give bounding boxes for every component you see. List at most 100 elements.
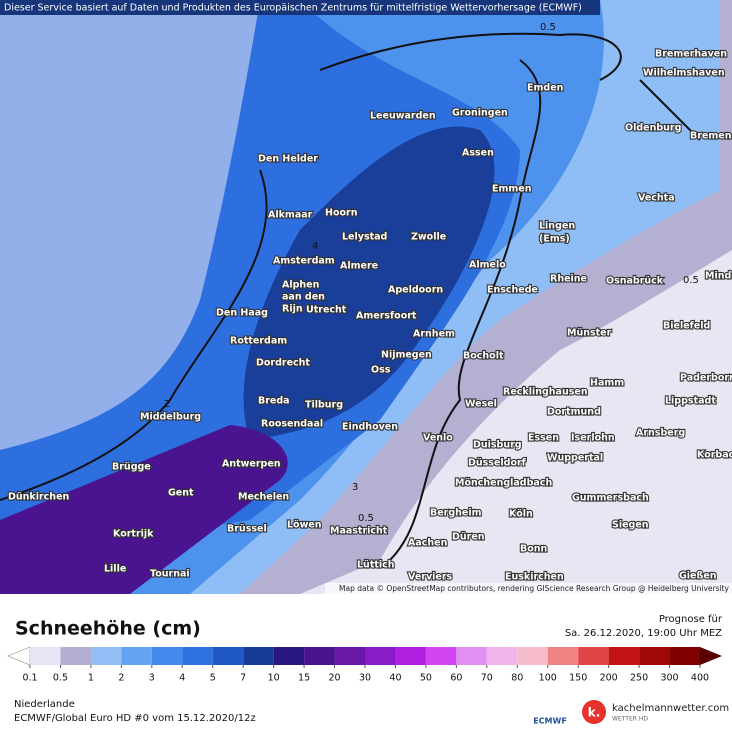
city-label: Middelburg bbox=[140, 412, 201, 423]
notice: Dieser Service basiert auf Daten und Pro… bbox=[4, 3, 582, 14]
city-label: Löwen bbox=[287, 520, 322, 531]
city-label: aan den bbox=[282, 292, 325, 303]
city-label: Almere bbox=[340, 261, 378, 272]
color-bar-label: 4 bbox=[179, 673, 185, 684]
color-bar-label: 200 bbox=[600, 673, 618, 684]
color-bar-box bbox=[243, 647, 274, 665]
city-label: Assen bbox=[462, 148, 494, 159]
color-bar-box bbox=[517, 647, 548, 665]
city-label: Oldenburg bbox=[625, 123, 681, 134]
city-label: Lille bbox=[104, 564, 126, 575]
city-label: Emden bbox=[527, 83, 564, 94]
contour-label: 0.5 bbox=[683, 275, 699, 286]
city-label: Utrecht bbox=[306, 305, 347, 316]
model-run: ECMWF/Global Euro HD #0 vom 15.12.2020/1… bbox=[14, 713, 256, 724]
color-bar-box bbox=[669, 647, 700, 665]
city-label: Alkmaar bbox=[268, 210, 313, 221]
color-bar-label: 1 bbox=[88, 673, 94, 684]
city-label: Maastricht bbox=[330, 526, 388, 537]
city-label: Euskirchen bbox=[505, 572, 564, 583]
city-label: Tilburg bbox=[305, 400, 343, 411]
ecmwf-icon bbox=[540, 690, 560, 700]
color-bar-box bbox=[273, 647, 305, 665]
brand-icon bbox=[582, 700, 606, 724]
color-bar-below bbox=[7, 646, 31, 666]
color-bar-label: 300 bbox=[660, 673, 678, 684]
color-bar-box bbox=[365, 647, 396, 665]
color-bar-box bbox=[90, 647, 122, 665]
city-label: Eindhoven bbox=[342, 422, 398, 433]
city-label: Bocholt bbox=[463, 351, 504, 362]
border bbox=[0, 32, 701, 561]
city-label: Rotterdam bbox=[230, 336, 287, 347]
color-bar-label: 50 bbox=[420, 673, 432, 684]
ecmwf-logo: ECMWF bbox=[533, 717, 567, 726]
color-bar-label: 0.1 bbox=[22, 673, 37, 684]
color-bar-label: 20 bbox=[328, 673, 340, 684]
city-label: Oss bbox=[371, 365, 391, 376]
map: Dieser Service basiert auf Daten und Pro… bbox=[0, 0, 732, 594]
city-label: Emmen bbox=[492, 184, 532, 195]
city-label: Alphen bbox=[282, 280, 320, 291]
city-label: Arnsberg bbox=[636, 428, 685, 439]
city-label: Roosendaal bbox=[261, 419, 323, 430]
color-bar-box bbox=[334, 647, 365, 665]
brand-sub: WETTER HD bbox=[612, 716, 648, 723]
city-label: Düren bbox=[452, 532, 485, 543]
color-bar-label: 2 bbox=[118, 673, 124, 684]
city-label: Breda bbox=[258, 396, 290, 407]
city-label: Dortmund bbox=[547, 407, 601, 418]
city-label: Hamm bbox=[590, 378, 624, 389]
color-bar-label: 7 bbox=[240, 673, 246, 684]
city-label: Bremerhaven bbox=[655, 49, 727, 60]
city-label: Den Helder bbox=[258, 154, 318, 165]
city-label: Lingen bbox=[539, 221, 575, 232]
color-bar-label: 40 bbox=[389, 673, 401, 684]
contour-label: 0.5 bbox=[540, 22, 556, 33]
city-label: Nijmegen bbox=[381, 350, 432, 361]
city-label: Gummersbach bbox=[572, 493, 649, 504]
snow-area bbox=[0, 425, 288, 594]
city-label: Wilhelmshaven bbox=[643, 68, 725, 79]
city-label: Hoorn bbox=[325, 208, 358, 219]
color-bar-box bbox=[425, 647, 457, 665]
brand: kachelmannwetter.com bbox=[612, 703, 729, 714]
cities: Bremerhaven Wilhelmshaven Emden Oldenburg Br… bbox=[7, 47, 732, 583]
city-label: Arnhem bbox=[413, 329, 455, 340]
forecast-label: Prognose für bbox=[659, 614, 723, 625]
city-label: Gent bbox=[168, 488, 194, 499]
color-bar-label: 15 bbox=[298, 673, 310, 684]
city-label: Bremen bbox=[690, 131, 732, 142]
color-bar-label: 3 bbox=[149, 673, 155, 684]
city-label: (Ems) bbox=[539, 234, 570, 245]
city-label: Groningen bbox=[452, 108, 508, 119]
city-label: Osnabrück bbox=[606, 276, 664, 287]
city-label: Korbach bbox=[697, 450, 732, 461]
forecast-time: Sa. 26.12.2020, 19:00 Uhr MEZ bbox=[565, 628, 722, 639]
city-label: Tournai bbox=[150, 569, 190, 580]
city-label: Zwolle bbox=[411, 232, 446, 243]
contour-label: 4 bbox=[312, 241, 318, 252]
attribution-bg bbox=[325, 583, 732, 594]
city-label: Brügge bbox=[112, 462, 151, 473]
color-bar-label: 80 bbox=[511, 673, 523, 684]
city-label: Wesel bbox=[465, 399, 497, 410]
city-label: Bonn bbox=[520, 544, 548, 555]
attribution: Map data © OpenStreetMap contributors, r… bbox=[339, 584, 730, 593]
city-label: Dordrecht bbox=[256, 358, 310, 369]
city-label: Essen bbox=[528, 433, 559, 444]
contour-label: 3 bbox=[352, 482, 358, 493]
color-bar-box bbox=[182, 647, 213, 665]
color-bar-label: 5 bbox=[210, 673, 216, 684]
city-label: Köln bbox=[509, 509, 533, 520]
city-label: Bergheim bbox=[430, 508, 482, 519]
color-bar: 0.1 0.5 1 2 3 4 5 7 10 15 20 30 40 50 60 70 80 100 150 200 2… bbox=[7, 646, 722, 684]
city-label: Siegen bbox=[612, 520, 649, 531]
city-label: Dünkirchen bbox=[8, 492, 70, 503]
city-label: Amersfoort bbox=[356, 311, 417, 322]
city-label: Minden bbox=[705, 271, 732, 282]
city-label: Almelo bbox=[469, 260, 506, 271]
city-label: Gießen bbox=[679, 571, 717, 582]
contour-label: 0.5 bbox=[358, 513, 374, 524]
